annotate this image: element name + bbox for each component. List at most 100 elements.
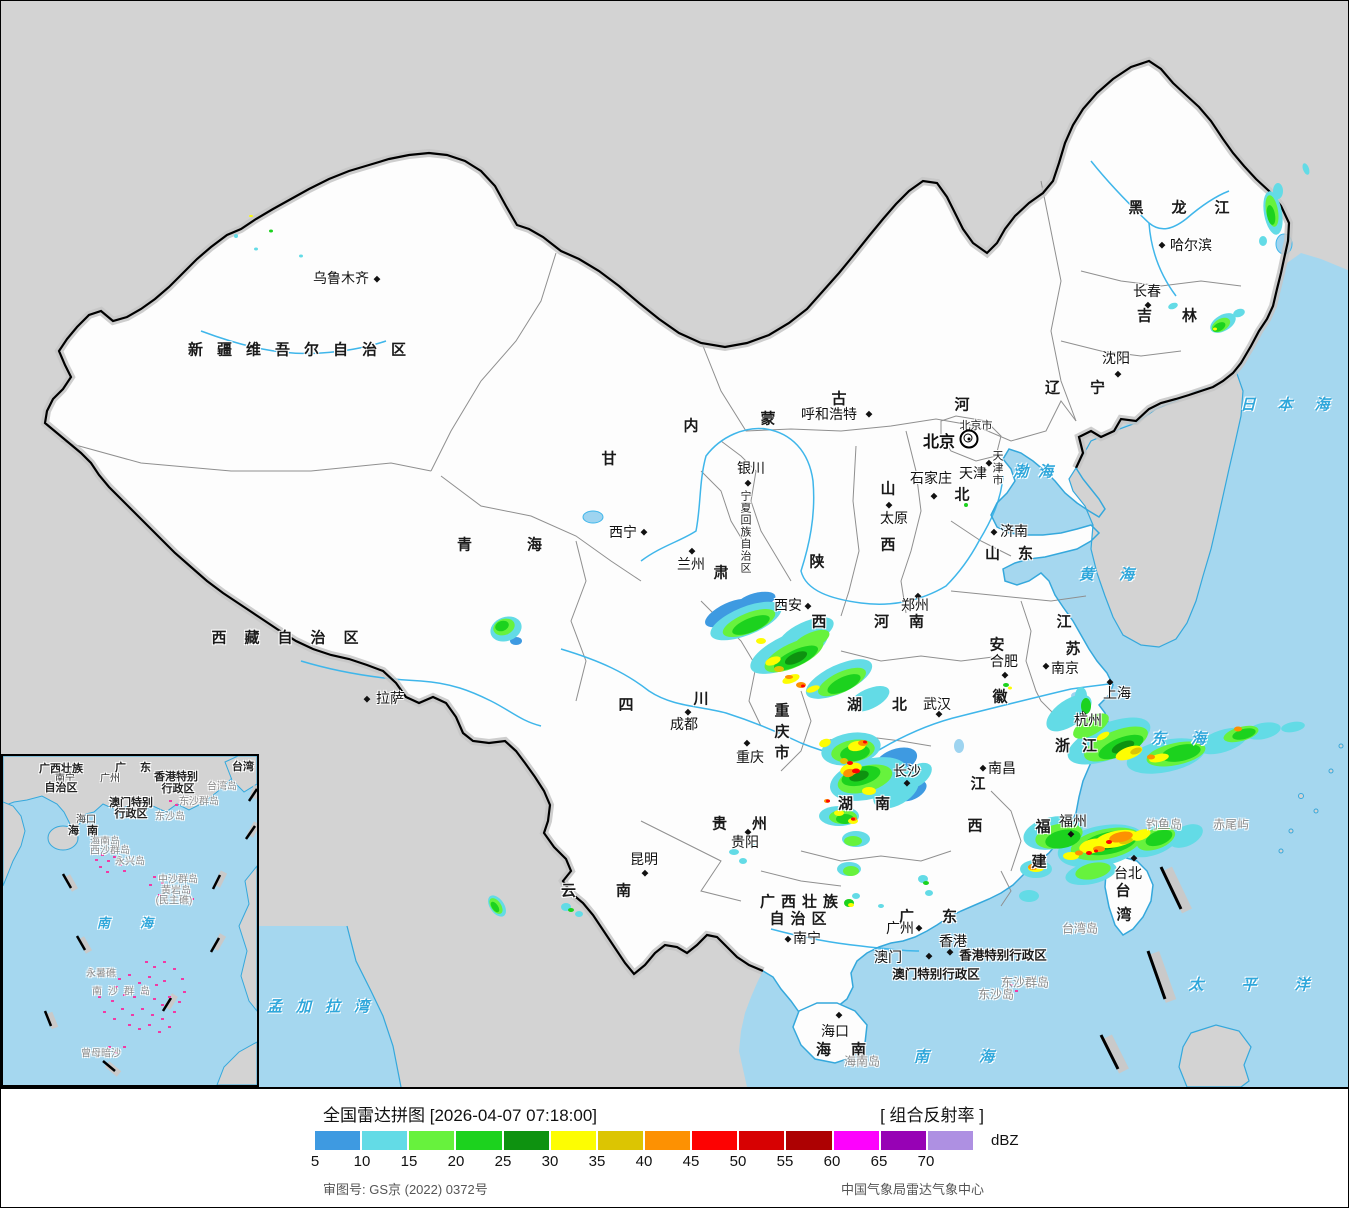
inset-hainan bbox=[47, 825, 79, 851]
radar-echo-cyan bbox=[575, 911, 583, 917]
nine-dash-segments bbox=[1099, 866, 1192, 1074]
scale-block-65 bbox=[880, 1131, 928, 1150]
radar-echo-yellow bbox=[765, 656, 781, 666]
radar-echo-cyan bbox=[848, 686, 890, 712]
radar-echo-red bbox=[851, 817, 855, 821]
poyang-lake bbox=[954, 739, 964, 753]
radar-echo-cyan bbox=[1281, 721, 1305, 733]
scale-tick-15: 15 bbox=[400, 1153, 418, 1170]
radar-echo-cyan bbox=[254, 247, 258, 251]
radar-echo-red bbox=[863, 740, 867, 744]
radar-echo-yellow bbox=[756, 638, 766, 644]
radar-echo-ltgreen bbox=[1075, 862, 1111, 880]
legend-title: 全国雷达拼图 [2026-04-07 07:18:00] bbox=[323, 1106, 598, 1125]
province-boundaries bbox=[60, 180, 1242, 907]
scale-block-45 bbox=[692, 1131, 740, 1150]
scale-block-55 bbox=[786, 1131, 834, 1150]
scale-tick-55: 55 bbox=[776, 1153, 794, 1170]
inset-island-dots bbox=[95, 800, 194, 1054]
radar-echo-cyan bbox=[299, 254, 303, 258]
radar-echo-cyan bbox=[900, 762, 932, 790]
radar-echo-green bbox=[1081, 698, 1091, 714]
radar-echo-orange bbox=[1109, 831, 1133, 843]
legend-unit: dBZ bbox=[991, 1132, 1019, 1149]
legend-panel: 全国雷达拼图 [2026-04-07 07:18:00] [ 组合反射率 ] d… bbox=[1, 1089, 1348, 1207]
radar-echo-cyan bbox=[925, 890, 933, 896]
ryukyu-islands bbox=[1278, 743, 1344, 854]
radar-echo-red bbox=[1086, 851, 1092, 855]
national-border bbox=[43, 59, 1291, 976]
scale-tick-70: 70 bbox=[917, 1153, 935, 1170]
radar-echo-red bbox=[826, 799, 830, 803]
issuing-agency: 中国气象局雷达气象中心 bbox=[840, 1182, 984, 1197]
radar-echo-green bbox=[490, 901, 500, 913]
radar-echo-red bbox=[1106, 840, 1112, 844]
radar-echo-cyan bbox=[852, 893, 860, 899]
scale-tick-5: 5 bbox=[310, 1153, 320, 1170]
scale-tick-20: 20 bbox=[447, 1153, 465, 1170]
luzon-island bbox=[1178, 1024, 1252, 1087]
radar-echo-cyan bbox=[1259, 236, 1267, 246]
radar-echo-green bbox=[568, 908, 574, 912]
radar-echo-cyan bbox=[918, 875, 928, 883]
radar-echo-cyan bbox=[234, 234, 238, 238]
scale-tick-10: 10 bbox=[353, 1153, 371, 1170]
capital-marker-dot bbox=[967, 437, 970, 440]
radar-echo-yellow bbox=[782, 674, 800, 684]
radar-echo-layer bbox=[234, 163, 1310, 917]
radar-echo-yellow bbox=[1063, 852, 1079, 860]
inset-south-china-coast bbox=[2, 755, 258, 829]
radar-echo-cyan bbox=[750, 844, 756, 848]
scale-tick-45: 45 bbox=[682, 1153, 700, 1170]
china-coastline bbox=[762, 448, 1114, 1031]
radar-echo-ltgreen bbox=[1073, 713, 1109, 739]
radar-echo-orange bbox=[1028, 864, 1038, 870]
radar-echo-cyan bbox=[729, 849, 739, 855]
scale-tick-50: 50 bbox=[729, 1153, 747, 1170]
scale-tick-30: 30 bbox=[541, 1153, 559, 1170]
radar-echo-cyan bbox=[1168, 302, 1178, 310]
radar-echo-red bbox=[1094, 849, 1098, 853]
radar-echo-yellow bbox=[862, 787, 876, 795]
inset-vietnam-coast bbox=[2, 801, 26, 887]
radar-echo-green bbox=[1266, 205, 1276, 225]
scale-tick-60: 60 bbox=[823, 1153, 841, 1170]
radar-echo-blue bbox=[510, 637, 522, 645]
inset-canvas bbox=[2, 755, 261, 1086]
radar-echo-green bbox=[1045, 829, 1081, 849]
radar-echo-green bbox=[1145, 829, 1173, 847]
scale-tick-25: 25 bbox=[494, 1153, 512, 1170]
inset-philippines bbox=[238, 864, 258, 1013]
radar-echo-yellow bbox=[1213, 327, 1217, 331]
radar-echo-gold bbox=[774, 666, 784, 672]
scale-block-10 bbox=[362, 1131, 410, 1150]
china-radar-map: 新疆维吾尔自治区 西藏自治区 青海甘肃内蒙古陕西山西河北山东 河南江苏安徽湖北 浙江江西… bbox=[1, 1, 1348, 1089]
radar-echo-yellow bbox=[1131, 829, 1151, 841]
radar-echo-red bbox=[847, 761, 853, 765]
radar-echo-orange bbox=[858, 740, 868, 746]
color-scale-bar bbox=[315, 1131, 973, 1150]
radar-echo-dkgreen bbox=[784, 651, 808, 665]
radar-echo-yellow bbox=[819, 738, 831, 748]
radar-echo-red bbox=[801, 684, 805, 688]
radar-echo-green bbox=[964, 503, 968, 507]
scale-block-70 bbox=[927, 1131, 973, 1150]
scale-block-5 bbox=[315, 1131, 363, 1150]
radar-echo-orange bbox=[796, 682, 806, 688]
scale-block-20 bbox=[456, 1131, 504, 1150]
radar-echo-yellow bbox=[1096, 731, 1110, 741]
scale-tick-40: 40 bbox=[635, 1153, 653, 1170]
scale-tick-65: 65 bbox=[870, 1153, 888, 1170]
radar-echo-yellow bbox=[834, 810, 844, 816]
legend-product-label: [ 组合反射率 ] bbox=[880, 1106, 984, 1125]
scale-block-40 bbox=[644, 1131, 693, 1150]
scale-block-60 bbox=[833, 1131, 881, 1150]
taiwan-island bbox=[1104, 856, 1154, 936]
capital-marker bbox=[959, 429, 979, 449]
bengal-coastline bbox=[346, 925, 402, 1087]
radar-echo-cyan bbox=[1019, 890, 1039, 902]
radar-echo-dkgreen bbox=[1111, 740, 1135, 754]
radar-echo-green bbox=[827, 674, 861, 694]
radar-echo-red bbox=[852, 768, 860, 774]
